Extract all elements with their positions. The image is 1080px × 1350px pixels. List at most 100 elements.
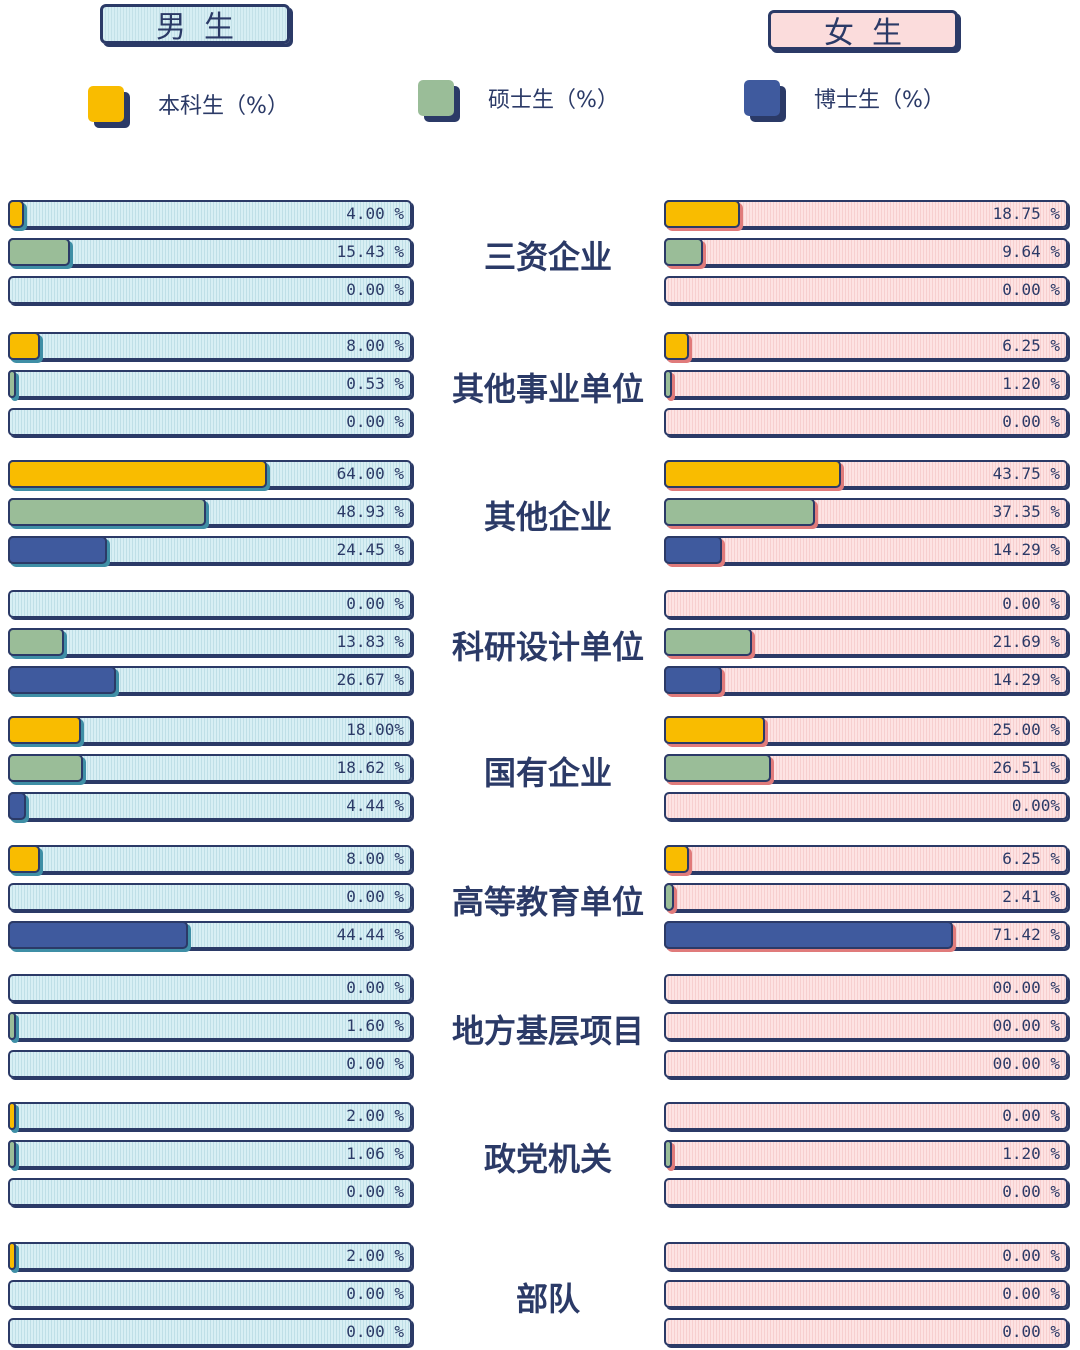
bar [664, 883, 674, 911]
category-label: 其他事业单位 [451, 370, 644, 408]
bar [664, 845, 690, 873]
data-label: 18.00% [346, 720, 404, 739]
data-label: 2.00 % [346, 1106, 404, 1125]
data-label: 25.00 % [992, 720, 1060, 739]
data-label: 0.00% [1011, 796, 1060, 815]
bar [8, 370, 16, 398]
data-label: 14.29 % [992, 670, 1060, 689]
bar-track: 14.29 % [664, 536, 1068, 564]
male-header: 男生 [100, 4, 290, 45]
data-label: 8.00 % [346, 849, 404, 868]
bar [8, 845, 41, 873]
data-label: 1.60 % [346, 1016, 404, 1035]
data-label: 37.35 % [992, 502, 1060, 521]
data-label: 0.00 % [1002, 412, 1060, 431]
bar [8, 200, 25, 228]
bar [8, 332, 41, 360]
bar-track: 0.00 % [8, 974, 412, 1002]
category-label: 三资企业 [483, 238, 612, 276]
data-label: 6.25 % [1002, 336, 1060, 355]
category-label: 其他企业 [483, 498, 612, 536]
bar [8, 1242, 17, 1270]
data-label: 0.00 % [346, 280, 404, 299]
legend-swatch [744, 80, 780, 116]
bar-track: 4.00 % [8, 200, 412, 228]
bar-track: 0.00 % [8, 408, 412, 436]
bar-track: 0.00 % [664, 1280, 1068, 1308]
data-label: 0.00 % [346, 978, 404, 997]
bar-track: 64.00 % [8, 460, 412, 488]
data-label: 00.00 % [992, 1054, 1060, 1073]
bar-track: 26.67 % [8, 666, 412, 694]
bar [8, 238, 71, 266]
bar-track: 0.00 % [664, 1178, 1068, 1206]
data-label: 0.00 % [346, 1054, 404, 1073]
bar [8, 921, 188, 949]
bar-track: 0.00 % [8, 883, 412, 911]
bar-track: 0.00 % [8, 1280, 412, 1308]
bar-track: 18.00% [8, 716, 412, 744]
bar [8, 536, 107, 564]
bar-track: 0.00 % [8, 1178, 412, 1206]
bar-track: 0.00 % [664, 590, 1068, 618]
bar-track: 0.00 % [664, 408, 1068, 436]
data-label: 1.20 % [1002, 1144, 1060, 1163]
bar-track: 9.64 % [664, 238, 1068, 266]
legend-swatch [88, 86, 124, 122]
legend-item: 本科生（%） [88, 86, 289, 122]
bar [664, 332, 690, 360]
category-label: 政党机关 [483, 1140, 612, 1178]
data-label: 48.93 % [336, 502, 404, 521]
data-label: 15.43 % [336, 242, 404, 261]
category-label: 高等教育单位 [451, 883, 644, 921]
bar [664, 370, 672, 398]
bar [664, 1140, 672, 1168]
legend-item: 博士生（%） [744, 80, 945, 116]
bar [8, 716, 81, 744]
bar [8, 1012, 16, 1040]
bar-track: 0.00% [664, 792, 1068, 820]
bar-track: 1.20 % [664, 1140, 1068, 1168]
bar-track: 48.93 % [8, 498, 412, 526]
data-label: 0.00 % [346, 887, 404, 906]
data-label: 6.25 % [1002, 849, 1060, 868]
bar-track: 25.00 % [664, 716, 1068, 744]
bar [8, 628, 64, 656]
data-label: 43.75 % [992, 464, 1060, 483]
bar-track: 4.44 % [8, 792, 412, 820]
bar [8, 1140, 16, 1168]
bar-track: 2.41 % [664, 883, 1068, 911]
bar-track: 21.69 % [664, 628, 1068, 656]
bar [8, 754, 84, 782]
data-label: 18.62 % [336, 758, 404, 777]
bar-track: 6.25 % [664, 332, 1068, 360]
data-label: 8.00 % [346, 336, 404, 355]
bar-track: 37.35 % [664, 498, 1068, 526]
bar-track: 00.00 % [664, 974, 1068, 1002]
bar [664, 536, 722, 564]
data-label: 2.41 % [1002, 887, 1060, 906]
bar-track: 00.00 % [664, 1012, 1068, 1040]
bar-track: 0.00 % [664, 1318, 1068, 1346]
legend-swatch [418, 80, 454, 116]
bar-track: 0.00 % [8, 1050, 412, 1078]
data-label: 0.00 % [1002, 1182, 1060, 1201]
bar-track: 8.00 % [8, 845, 412, 873]
bar-track: 1.06 % [8, 1140, 412, 1168]
bar [8, 792, 26, 820]
bar-track: 8.00 % [8, 332, 412, 360]
bar-track: 18.75 % [664, 200, 1068, 228]
data-label: 0.00 % [1002, 1246, 1060, 1265]
data-label: 21.69 % [992, 632, 1060, 651]
data-label: 0.00 % [1002, 594, 1060, 613]
bar-track: 0.00 % [8, 1318, 412, 1346]
bar [664, 238, 703, 266]
bar-track: 71.42 % [664, 921, 1068, 949]
data-label: 0.00 % [346, 1182, 404, 1201]
legend-item: 硕士生（%） [418, 80, 619, 116]
bar-track: 1.60 % [8, 1012, 412, 1040]
data-label: 2.00 % [346, 1246, 404, 1265]
bar [664, 666, 722, 694]
data-label: 4.00 % [346, 204, 404, 223]
data-label: 4.44 % [346, 796, 404, 815]
